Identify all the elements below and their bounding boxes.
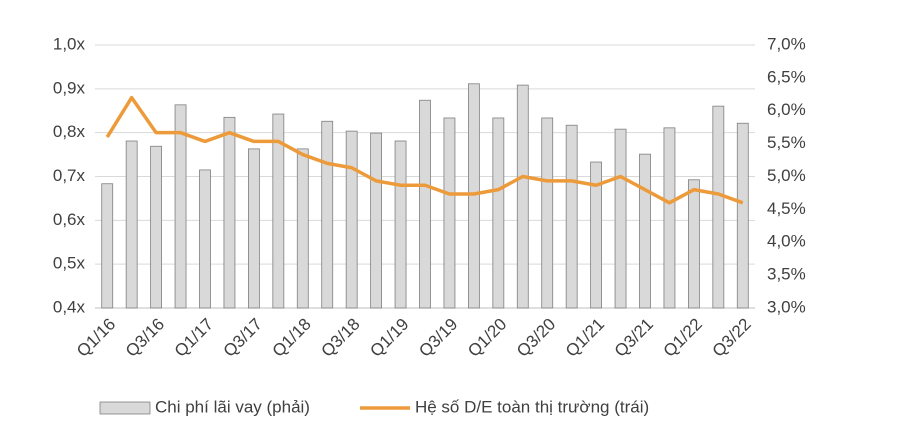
bar [247, 148, 260, 309]
y-tick-label: 0,7x [53, 166, 86, 185]
x-tick-label: Q3/22 [709, 315, 755, 361]
x-tick-label: Q3/16 [122, 315, 168, 361]
bar [492, 117, 505, 309]
bar [223, 116, 236, 309]
x-tick-label: Q1/18 [269, 315, 315, 361]
bar [687, 179, 700, 309]
x-tick-label: Q3/18 [317, 315, 363, 361]
y2-tick-label: 3,5% [767, 265, 806, 284]
line [105, 95, 744, 205]
bar [370, 132, 383, 309]
y-tick-label: 0,8x [53, 122, 86, 141]
bar [174, 104, 187, 309]
legend-label: Chi phí lãi vay (phải) [155, 397, 310, 416]
bar [125, 140, 138, 309]
y-tick-label: 0,9x [53, 78, 86, 97]
legend-label: Hệ số D/E toàn thị trường (trái) [415, 397, 649, 416]
bar [150, 145, 163, 309]
x-tick-label: Q1/22 [660, 315, 706, 361]
y-tick-label: 0,6x [53, 210, 86, 229]
bar [590, 161, 603, 309]
bar [345, 130, 358, 309]
y2-tick-label: 3,0% [767, 297, 806, 316]
bar [712, 105, 725, 309]
y-tick-label: 1,0x [53, 34, 86, 53]
y2-tick-label: 4,5% [767, 199, 806, 218]
x-tick-label: Q1/20 [464, 315, 510, 361]
y2-tick-label: 6,0% [767, 100, 806, 119]
x-tick-label: Q3/17 [220, 315, 266, 361]
bar [394, 140, 407, 309]
bar [639, 153, 651, 309]
y2-tick-label: 5,0% [767, 166, 806, 185]
bar [321, 120, 334, 309]
bar [614, 128, 627, 309]
bar [541, 117, 554, 309]
y-tick-label: 0,4x [53, 297, 86, 316]
bar [272, 113, 285, 309]
bar [101, 183, 114, 309]
x-tick-label: Q3/20 [513, 315, 559, 361]
bar [516, 84, 529, 309]
x-tick-label: Q1/16 [73, 315, 119, 361]
legend-swatch [99, 401, 151, 415]
bar [443, 117, 456, 309]
bar [296, 148, 309, 309]
bar [199, 169, 211, 309]
bar [736, 122, 749, 309]
x-tick-label: Q3/21 [611, 315, 657, 361]
y2-tick-label: 6,5% [767, 67, 806, 86]
y2-tick-label: 7,0% [767, 34, 806, 53]
bar [419, 99, 431, 309]
bar [467, 83, 480, 309]
bar [565, 124, 578, 309]
x-tick-label: Q1/19 [366, 315, 412, 361]
y2-tick-label: 5,5% [767, 133, 806, 152]
bar [663, 127, 676, 309]
x-tick-label: Q1/17 [171, 315, 217, 361]
x-tick-label: Q1/21 [562, 315, 608, 361]
x-tick-label: Q3/19 [415, 315, 461, 361]
y2-tick-label: 4,0% [767, 232, 806, 251]
y-tick-label: 0,5x [53, 254, 86, 273]
